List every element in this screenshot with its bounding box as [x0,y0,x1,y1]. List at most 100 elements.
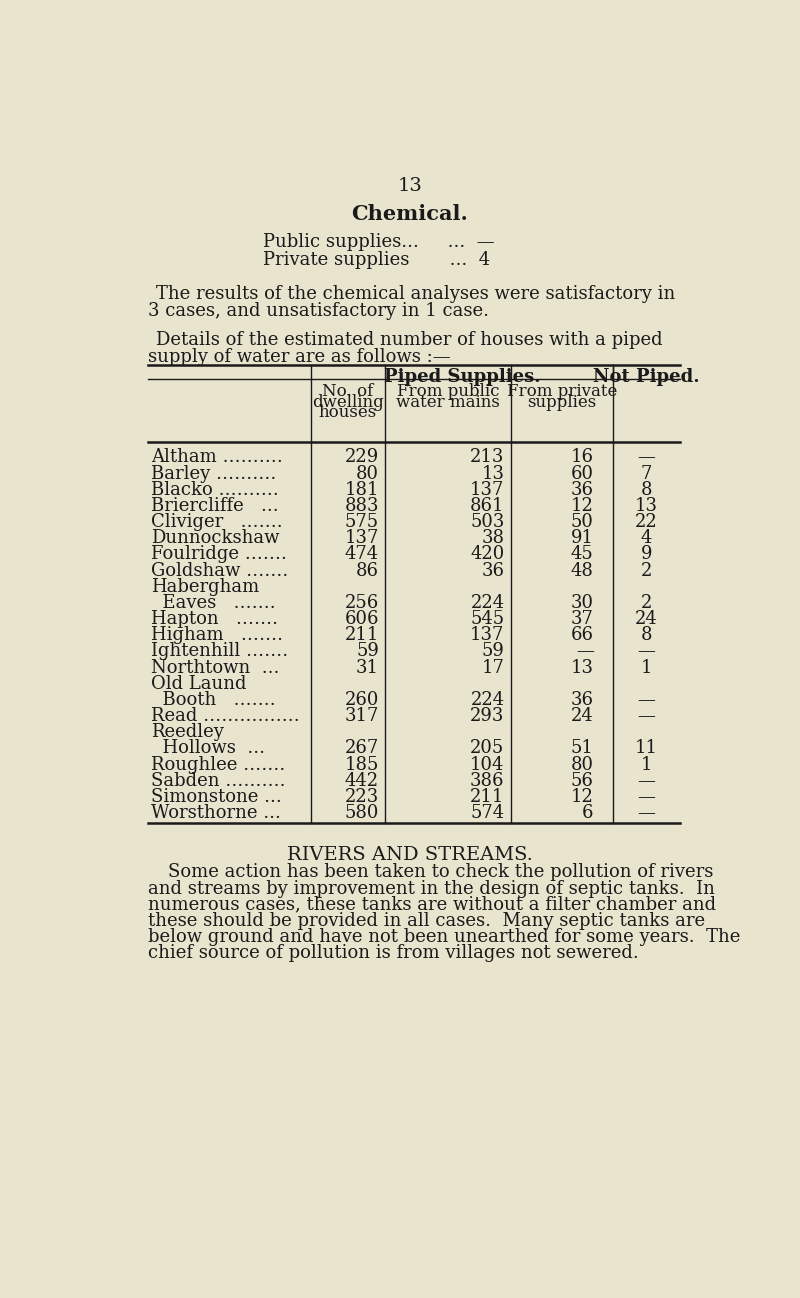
Text: 91: 91 [570,530,594,548]
Text: 1: 1 [641,658,652,676]
Text: Blacko ……….: Blacko ………. [151,480,279,498]
Text: these should be provided in all cases.  Many septic tanks are: these should be provided in all cases. M… [148,912,705,929]
Text: —: — [638,707,655,726]
Text: 545: 545 [470,610,505,628]
Text: 223: 223 [345,788,379,806]
Text: 80: 80 [570,755,594,774]
Text: Habergham: Habergham [151,578,259,596]
Text: Chemical.: Chemical. [351,204,469,223]
Text: 24: 24 [571,707,594,726]
Text: 260: 260 [345,691,379,709]
Text: Worsthorne ...: Worsthorne ... [151,803,281,822]
Text: 137: 137 [470,626,505,644]
Text: 7: 7 [641,465,652,483]
Text: Booth   …….: Booth ……. [151,691,276,709]
Text: 31: 31 [356,658,379,676]
Text: 267: 267 [345,740,379,758]
Text: 45: 45 [571,545,594,563]
Text: Simonstone ...: Simonstone ... [151,788,282,806]
Text: 13: 13 [482,465,505,483]
Text: supply of water are as follows :—: supply of water are as follows :— [148,348,450,366]
Text: RIVERS AND STREAMS.: RIVERS AND STREAMS. [287,846,533,864]
Text: From public: From public [397,383,499,400]
Text: dwelling: dwelling [312,393,384,410]
Text: 224: 224 [470,691,505,709]
Text: Roughlee …….: Roughlee ……. [151,755,286,774]
Text: 211: 211 [470,788,505,806]
Text: 181: 181 [345,480,379,498]
Text: 36: 36 [570,480,594,498]
Text: —: — [638,691,655,709]
Text: Eaves   …….: Eaves ……. [151,594,276,611]
Text: Altham ……….: Altham ………. [151,448,283,466]
Text: 104: 104 [470,755,505,774]
Text: 8: 8 [641,480,652,498]
Text: 80: 80 [356,465,379,483]
Text: —: — [638,803,655,822]
Text: Cliviger   …….: Cliviger ……. [151,513,282,531]
Text: 205: 205 [470,740,505,758]
Text: 38: 38 [482,530,505,548]
Text: 606: 606 [345,610,379,628]
Text: Barley ……….: Barley ………. [151,465,277,483]
Text: 50: 50 [570,513,594,531]
Text: and streams by improvement in the design of septic tanks.  In: and streams by improvement in the design… [148,880,715,897]
Text: 420: 420 [470,545,505,563]
Text: 66: 66 [570,626,594,644]
Text: —: — [638,772,655,789]
Text: 9: 9 [641,545,652,563]
Text: 3 cases, and unsatisfactory in 1 case.: 3 cases, and unsatisfactory in 1 case. [148,302,489,321]
Text: 137: 137 [470,480,505,498]
Text: 8: 8 [641,626,652,644]
Text: 24: 24 [635,610,658,628]
Text: 37: 37 [570,610,594,628]
Text: Some action has been taken to check the pollution of rivers: Some action has been taken to check the … [168,863,714,881]
Text: No. of: No. of [322,383,374,400]
Text: Not Piped.: Not Piped. [593,369,700,387]
Text: supplies: supplies [527,393,597,410]
Text: 13: 13 [398,178,422,195]
Text: water mains: water mains [396,393,500,410]
Text: Northtown  ...: Northtown ... [151,658,279,676]
Text: 30: 30 [570,594,594,611]
Text: Ightenhill …….: Ightenhill ……. [151,643,288,661]
Text: 213: 213 [470,448,505,466]
Text: 229: 229 [345,448,379,466]
Text: Old Laund: Old Laund [151,675,246,693]
Text: 861: 861 [470,497,505,515]
Text: 883: 883 [345,497,379,515]
Text: The results of the chemical analyses were satisfactory in: The results of the chemical analyses wer… [156,286,675,304]
Text: Briercliffe   ...: Briercliffe ... [151,497,278,515]
Text: Dunnockshaw: Dunnockshaw [151,530,280,548]
Text: Piped Supplies.: Piped Supplies. [384,369,540,387]
Text: 503: 503 [470,513,505,531]
Text: 16: 16 [570,448,594,466]
Text: Hollows  ...: Hollows ... [151,740,265,758]
Text: 293: 293 [470,707,505,726]
Text: Read …………….: Read ……………. [151,707,300,726]
Text: 137: 137 [345,530,379,548]
Text: 4: 4 [641,530,652,548]
Text: 59: 59 [356,643,379,661]
Text: 580: 580 [345,803,379,822]
Text: 6: 6 [582,803,594,822]
Text: 256: 256 [345,594,379,611]
Text: 474: 474 [345,545,379,563]
Text: 575: 575 [345,513,379,531]
Text: 224: 224 [470,594,505,611]
Text: —: — [638,643,655,661]
Text: Private supplies       ...  4: Private supplies ... 4 [262,252,490,269]
Text: 386: 386 [470,772,505,789]
Text: 48: 48 [570,562,594,579]
Text: 211: 211 [345,626,379,644]
Text: Foulridge …….: Foulridge ……. [151,545,287,563]
Text: 185: 185 [345,755,379,774]
Text: Higham   …….: Higham ……. [151,626,283,644]
Text: 59: 59 [482,643,505,661]
Text: Details of the estimated number of houses with a piped: Details of the estimated number of house… [156,331,662,349]
Text: houses: houses [319,405,377,422]
Text: Reedley: Reedley [151,723,224,741]
Text: chief source of pollution is from villages not sewered.: chief source of pollution is from villag… [148,944,638,962]
Text: numerous cases, these tanks are without a filter chamber and: numerous cases, these tanks are without … [148,896,716,914]
Text: 2: 2 [641,562,652,579]
